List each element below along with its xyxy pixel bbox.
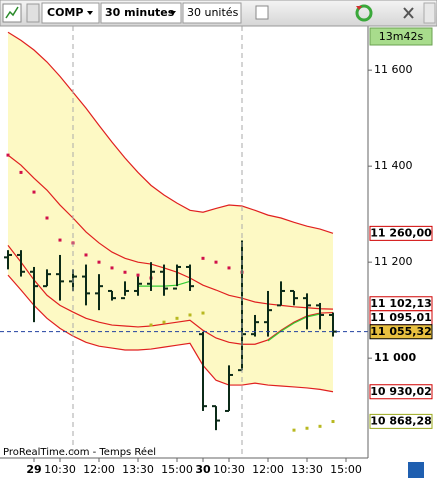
x-tick-label: 30 bbox=[195, 463, 211, 476]
indicator-dot bbox=[331, 420, 335, 424]
y-tick-label: 11 600 bbox=[374, 63, 413, 76]
indicator-dot bbox=[136, 273, 140, 277]
price-tag bbox=[369, 413, 433, 429]
indicator-dot bbox=[6, 153, 10, 157]
x-tick-label: 12:00 bbox=[83, 463, 115, 476]
indicator-dot bbox=[123, 270, 127, 274]
indicator-dot bbox=[97, 260, 101, 264]
dropdown-arrow bbox=[87, 11, 93, 15]
indicator-dot bbox=[162, 320, 166, 324]
x-tick-label: 10:30 bbox=[44, 463, 76, 476]
indicator-line bbox=[7, 244, 334, 345]
indicator-dot bbox=[201, 311, 205, 315]
indicator-dot bbox=[110, 266, 114, 270]
price-tag-label: 11 260,00 bbox=[370, 226, 432, 239]
indicator-line bbox=[7, 274, 334, 393]
price-tag bbox=[369, 384, 433, 400]
indicator-dot bbox=[84, 253, 88, 257]
units-select[interactable] bbox=[182, 2, 242, 24]
chart-icon[interactable] bbox=[2, 3, 22, 23]
price-tag-label: 11 055,32 bbox=[370, 325, 432, 338]
indicator-line bbox=[7, 31, 334, 234]
x-tick-label: 13:30 bbox=[122, 463, 154, 476]
dropdown-arrow bbox=[170, 11, 176, 15]
plot-area bbox=[4, 31, 337, 432]
price-tag-label: 10 930,02 bbox=[370, 385, 432, 398]
y-tick-label: 11 400 bbox=[374, 159, 413, 172]
indicator-dot bbox=[292, 428, 296, 432]
units: 30 unités bbox=[187, 6, 239, 19]
x-tick-label: 10:30 bbox=[213, 463, 245, 476]
indicator-dot bbox=[45, 216, 49, 220]
indicator-dot bbox=[318, 424, 322, 428]
indicator-dot bbox=[201, 256, 205, 260]
scroll-button[interactable] bbox=[408, 462, 424, 478]
option-checkbox[interactable] bbox=[255, 5, 269, 20]
instrument: COMP bbox=[47, 6, 83, 19]
period: 30 minutes bbox=[105, 6, 175, 19]
indicator-dot bbox=[149, 323, 153, 327]
watermark: ProRealTime.com - Temps Réel bbox=[3, 446, 156, 458]
close-button[interactable] bbox=[403, 7, 414, 19]
indicator-dot bbox=[32, 190, 36, 194]
indicator-dot bbox=[227, 266, 231, 270]
time-axis bbox=[0, 458, 437, 480]
x-tick-label: 29 bbox=[26, 463, 41, 476]
indicator-dot bbox=[305, 426, 309, 430]
x-tick-label: 12:00 bbox=[252, 463, 284, 476]
indicator-dot bbox=[19, 170, 23, 174]
price-tag bbox=[369, 225, 433, 241]
refresh-button[interactable] bbox=[355, 4, 373, 22]
menu-handle[interactable] bbox=[26, 3, 40, 23]
x-tick-label: 15:00 bbox=[161, 463, 193, 476]
period-select[interactable] bbox=[100, 2, 182, 24]
indicator-dot bbox=[58, 238, 62, 242]
timer: 13m42s bbox=[379, 30, 424, 43]
price-tag-label: 11 095,01 bbox=[370, 311, 432, 324]
axes: 11 000 11 200 11 400 11 600 11 260,00 11 102,… bbox=[26, 63, 433, 476]
window-handle[interactable] bbox=[423, 2, 436, 24]
y-tick-label: 11 200 bbox=[374, 255, 413, 268]
x-tick-label: 13:30 bbox=[291, 463, 323, 476]
indicator-dot bbox=[188, 313, 192, 317]
indicator-dot bbox=[175, 316, 179, 320]
instrument-select[interactable] bbox=[41, 2, 100, 24]
price-tag-label: 11 102,13 bbox=[370, 297, 432, 310]
price-tag bbox=[369, 324, 433, 340]
y-tick-label: 11 000 bbox=[374, 351, 416, 364]
x-tick-label: 15:00 bbox=[330, 463, 362, 476]
band-fill bbox=[8, 32, 333, 392]
indicator-dot bbox=[214, 260, 218, 264]
timer-box bbox=[369, 27, 433, 46]
price-tag-label: 10 868,28 bbox=[370, 414, 432, 427]
